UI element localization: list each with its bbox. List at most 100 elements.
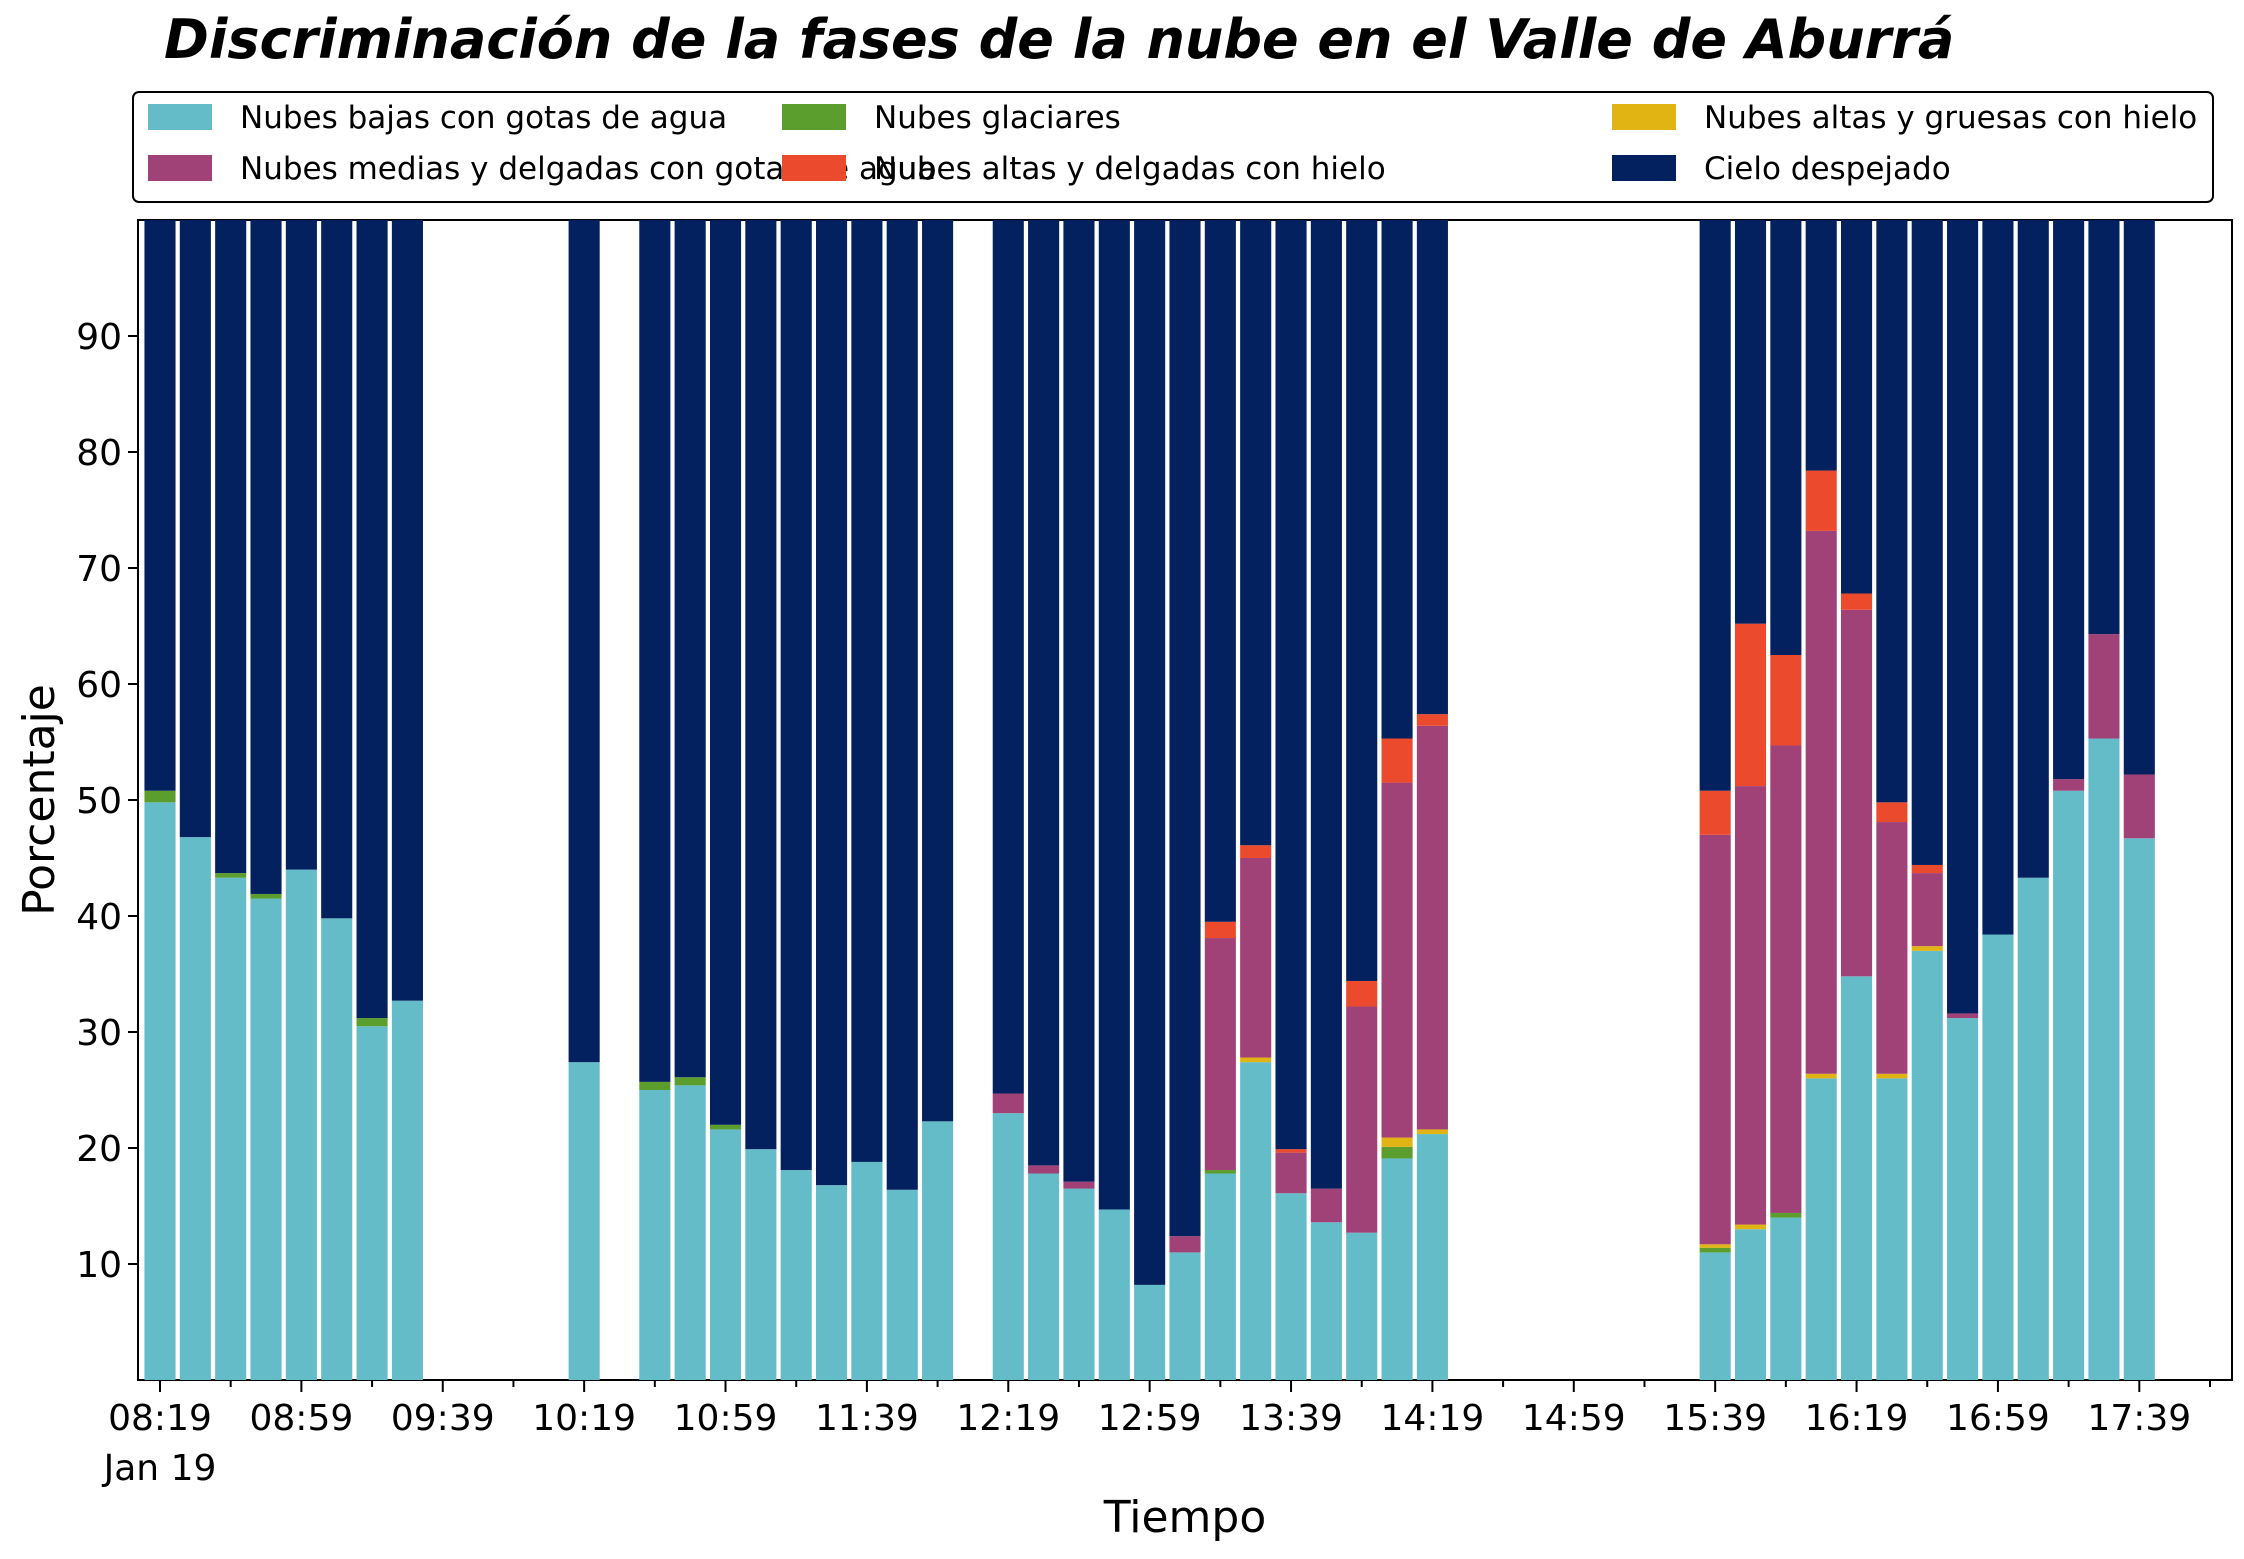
bar-segment (745, 220, 777, 1150)
bar-segment (1240, 845, 1272, 858)
bar-stack-08:39 (215, 220, 247, 1380)
y-tick-label: 90 (76, 317, 122, 358)
bar-segment (1911, 950, 1943, 1380)
x-tick-label: 14:19 (1381, 1398, 1485, 1439)
bar-stack-12:59 (1134, 220, 1166, 1380)
bar-segment (1204, 921, 1236, 939)
bar-segment (356, 1018, 388, 1027)
bar-segment (1346, 1006, 1378, 1233)
bar-stack-09:19 (356, 220, 388, 1380)
x-tick-label: 17:39 (2087, 1398, 2191, 1439)
x-axis: 08:19 08:59 09:39 10:19 10:59 11:39 12:19 12:59… (102, 1380, 2211, 1489)
bar-segment (1169, 220, 1201, 1237)
bar-segment (1240, 1062, 1272, 1380)
bar-segment (1841, 593, 1873, 610)
bar-stack-09:29 (391, 220, 423, 1380)
x-tick-label: 09:39 (391, 1398, 495, 1439)
bar-segment (1876, 220, 1908, 803)
bar-stack-17:19 (2053, 220, 2085, 1380)
y-tick-label: 40 (76, 897, 122, 938)
bar-segment (1841, 976, 1873, 1380)
x-tick-label: 11:39 (815, 1398, 919, 1439)
legend-label: Nubes altas y delgadas con hielo (874, 151, 1386, 187)
bar-segment (144, 220, 176, 791)
bar-segment (2088, 738, 2120, 1380)
legend-swatch (782, 155, 846, 181)
bar-segment (1699, 1247, 1731, 1253)
x-tick-label: 10:59 (674, 1398, 778, 1439)
y-tick-label: 30 (76, 1013, 122, 1054)
bar-stack-10:39 (639, 220, 671, 1380)
bar-stack-16:39 (1911, 220, 1943, 1380)
bar-stack-15:59 (1770, 220, 1802, 1380)
bar-segment (1204, 938, 1236, 1171)
y-tick-label: 80 (76, 433, 122, 474)
bar-stack-13:19 (1204, 220, 1236, 1380)
bar-segment (1734, 1229, 1767, 1380)
bar-segment (1947, 1018, 1979, 1380)
bar-segment (568, 1062, 600, 1380)
bar-stack-10:49 (674, 220, 706, 1380)
legend-swatch (1612, 104, 1676, 130)
bar-segment (356, 1026, 388, 1380)
bar-segment (816, 220, 848, 1186)
bar-stack-14:19 (1416, 220, 1448, 1380)
x-tick-label: 08:19 (108, 1398, 212, 1439)
bar-segment (1310, 220, 1342, 1189)
bar-segment (674, 1077, 706, 1086)
chart-title: Discriminación de la fases de la nube en… (164, 8, 1954, 71)
bar-segment (1204, 220, 1236, 922)
bar-segment (1240, 858, 1272, 1058)
bar-segment (1275, 1149, 1307, 1153)
bar-stack-13:39 (1275, 220, 1307, 1380)
bar-segment (639, 220, 671, 1082)
bar-segment (780, 1170, 812, 1380)
bar-segment (745, 1149, 777, 1380)
bar-segment (992, 1093, 1024, 1114)
bar-stack-13:29 (1240, 220, 1272, 1380)
bar-stack-11:19 (780, 220, 812, 1380)
bar-stack-17:09 (2017, 220, 2049, 1380)
bar-segment (1911, 873, 1943, 947)
bar-segment (1805, 1073, 1837, 1079)
bar-segment (1841, 220, 1873, 594)
bar-segment (1063, 1181, 1095, 1189)
bar-stack-17:29 (2088, 220, 2120, 1380)
bar-stack-09:09 (321, 220, 353, 1380)
bar-segment (1275, 1152, 1307, 1194)
bar-segment (1734, 786, 1767, 1225)
bar-segment (1416, 714, 1448, 726)
bar-stack-11:09 (745, 220, 777, 1380)
legend-label: Cielo despejado (1704, 151, 1951, 187)
bar-segment (1770, 745, 1802, 1213)
bar-segment (1416, 725, 1448, 1130)
bar-stack-16:19 (1841, 220, 1873, 1380)
bar-segment (356, 220, 388, 1019)
bar-segment (2088, 220, 2120, 635)
bar-stack-11:29 (816, 220, 848, 1380)
bar-stack-08:19 (144, 220, 176, 1380)
legend: Nubes bajas con gotas de agua Nubes glaci… (132, 91, 2214, 203)
bar-segment (816, 1185, 848, 1380)
bar-segment (1876, 822, 1908, 1074)
bar-segment (886, 220, 918, 1190)
bar-stack-08:59 (285, 220, 317, 1380)
legend-label: Nubes bajas con gotas de agua (240, 100, 727, 136)
legend-label: Nubes glaciares (874, 100, 1121, 136)
bar-segment (1063, 220, 1095, 1182)
bar-segment (1805, 1078, 1837, 1380)
bar-segment (1416, 1134, 1448, 1380)
bar-segment (1346, 220, 1378, 981)
bar-segment (851, 1161, 883, 1380)
bar-segment (250, 893, 282, 899)
bar-stack-11:49 (886, 220, 918, 1380)
bar-stack-16:09 (1805, 220, 1837, 1380)
x-axis-label: Tiempo (1103, 1492, 1267, 1543)
bar-segment (1734, 220, 1767, 624)
bar-segment (1240, 1057, 1272, 1063)
bar-segment (321, 220, 353, 919)
x-tick-label: 12:59 (1098, 1398, 1202, 1439)
x-tick-label: 08:59 (250, 1398, 354, 1439)
bar-segment (922, 1121, 954, 1380)
y-axis: 10 20 30 40 50 60 70 80 90 (76, 317, 138, 1286)
